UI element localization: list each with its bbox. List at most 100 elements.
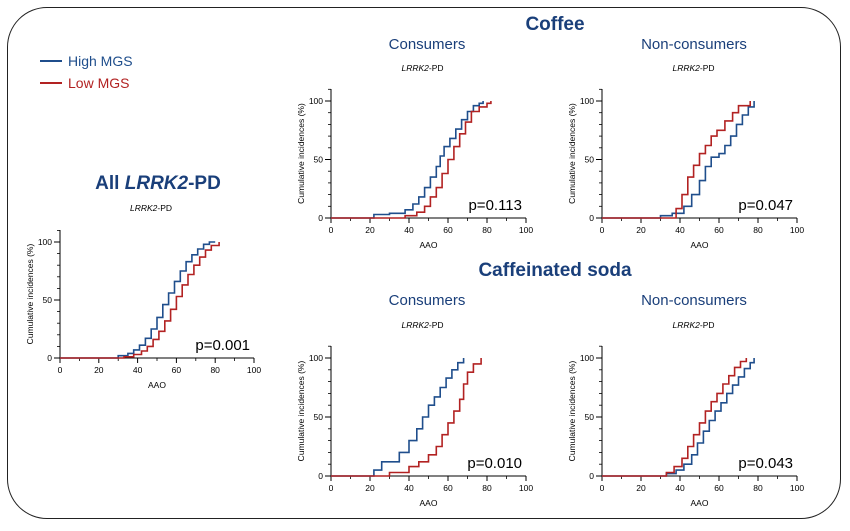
x-tick-label: 60 [714,225,724,235]
x-tick-label: 100 [519,225,533,235]
x-tick-label: 0 [600,225,605,235]
series-line-low-mgs [331,101,492,219]
y-axis-label: Cumulative incidences (%) [25,244,35,345]
chart-subtitle-gene: LRRK2 [401,63,429,73]
x-tick-label: 80 [482,225,492,235]
chart-coffee-non-consumers: 0 50 100 0 20 40 60 80 100 AAO Cumulative incidenc… [567,63,804,250]
chart-subtitle-suffix: -PD [429,320,444,330]
y-tick-label: 0 [589,471,594,481]
series-line-low-mgs [60,242,220,359]
chart-subtitle-gene: LRRK2 [401,320,429,330]
x-tick-label: 20 [365,483,375,493]
chart-all: 0 50 100 0 20 40 60 80 100 AAO Cumulative incidenc… [25,203,261,390]
legend: High MGS Low MGS [40,50,133,94]
all-lrrk2-title: All LRRK2-PD [95,173,221,195]
y-tick-label: 100 [38,237,52,247]
x-tick-label: 60 [172,365,182,375]
all-title-suffix: -PD [188,173,221,194]
p-value: p=0.047 [738,197,793,214]
series-line-high-mgs [60,241,216,359]
chart-subtitle: LRRK2-PD [672,63,714,73]
y-tick-label: 0 [318,213,323,223]
chart-subtitle-gene: LRRK2 [130,203,158,213]
chart-soda-non-consumers: 0 50 100 0 20 40 60 80 100 AAO Cumulative incidenc… [567,320,804,508]
chart-subtitle: LRRK2-PD [401,320,443,330]
y-tick-label: 50 [314,412,324,422]
group-title-coffee-consumers: Consumers [388,36,466,53]
chart-soda-consumers: 0 50 100 0 20 40 60 80 100 AAO Cumulative incidenc… [296,320,533,508]
legend-label-low-mgs: Low MGS [68,75,130,91]
x-tick-label: 60 [443,225,453,235]
y-axis-label: Cumulative incidences (%) [296,361,306,462]
y-tick-label: 100 [309,353,323,363]
legend-label-high-mgs: High MGS [68,53,133,69]
x-tick-label: 80 [753,225,763,235]
figure-frame [7,7,841,519]
chart-subtitle-suffix: -PD [429,63,444,73]
chart-subtitle-gene: LRRK2 [672,320,700,330]
series-line-high-mgs [602,101,755,219]
x-tick-label: 80 [210,365,220,375]
x-tick-label: 0 [58,365,63,375]
chart-subtitle: LRRK2-PD [401,63,443,73]
series-line-low-mgs [331,358,482,477]
x-tick-label: 40 [404,483,414,493]
x-tick-label: 20 [636,483,646,493]
chart-coffee-consumers: 0 50 100 0 20 40 60 80 100 AAO Cumulative incidenc… [296,63,533,250]
group-title-coffee-non-consumers: Non-consumers [641,36,747,53]
legend-swatch-low-mgs [40,82,62,84]
chart-subtitle: LRRK2-PD [672,320,714,330]
section-title-soda: Caffeinated soda [478,260,632,281]
x-axis-label: AAO [148,380,166,390]
x-tick-label: 0 [329,225,334,235]
x-tick-label: 20 [636,225,646,235]
y-tick-label: 100 [309,96,323,106]
section-title-coffee: Coffee [525,14,585,35]
chart-subtitle-suffix: -PD [700,63,715,73]
y-tick-label: 100 [580,96,594,106]
x-tick-label: 80 [753,483,763,493]
x-axis-label: AAO [691,240,709,250]
legend-swatch-high-mgs [40,60,62,62]
x-tick-label: 40 [675,483,685,493]
legend-item-high-mgs: High MGS [40,50,133,72]
y-tick-label: 50 [585,155,595,165]
series-line-high-mgs [331,101,484,219]
all-title-prefix: All [95,173,125,194]
y-axis-label: Cumulative incidences (%) [296,103,306,204]
y-tick-label: 50 [43,295,53,305]
y-tick-label: 0 [47,353,52,363]
y-axis-label: Cumulative incidences (%) [567,103,577,204]
x-axis-label: AAO [420,240,438,250]
group-title-soda-non-consumers: Non-consumers [641,292,747,309]
x-tick-label: 20 [365,225,375,235]
chart-subtitle-gene: LRRK2 [672,63,700,73]
x-tick-label: 100 [790,225,804,235]
x-tick-label: 40 [675,225,685,235]
y-tick-label: 0 [318,471,323,481]
x-tick-label: 60 [443,483,453,493]
x-axis-label: AAO [420,498,438,508]
y-tick-label: 50 [585,412,595,422]
p-value: p=0.043 [738,455,793,472]
chart-subtitle-suffix: -PD [700,320,715,330]
p-value: p=0.001 [195,337,250,354]
x-tick-label: 20 [94,365,104,375]
chart-subtitle-suffix: -PD [157,203,172,213]
series-line-low-mgs [602,101,751,219]
x-tick-label: 100 [790,483,804,493]
all-title-gene: LRRK2 [124,173,189,194]
legend-item-low-mgs: Low MGS [40,72,133,94]
y-axis-label: Cumulative incidences (%) [567,361,577,462]
x-tick-label: 40 [133,365,143,375]
x-tick-label: 40 [404,225,414,235]
series-line-high-mgs [602,358,755,477]
y-tick-label: 0 [589,213,594,223]
chart-subtitle: LRRK2-PD [130,203,172,213]
x-tick-label: 100 [247,365,261,375]
p-value: p=0.113 [468,197,522,214]
x-tick-label: 0 [329,483,334,493]
x-tick-label: 80 [482,483,492,493]
group-title-soda-consumers: Consumers [388,292,466,309]
